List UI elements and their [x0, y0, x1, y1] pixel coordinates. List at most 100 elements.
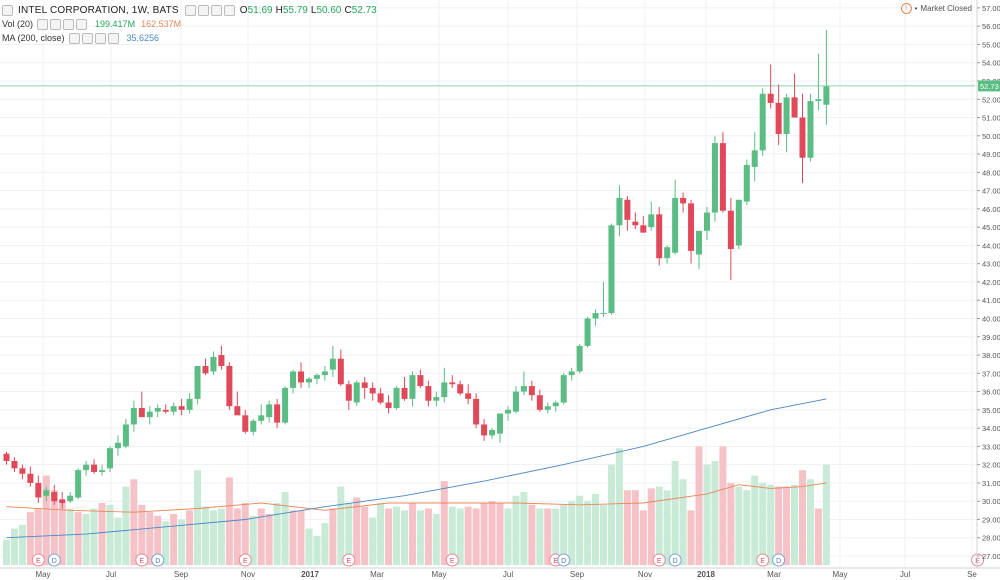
- volume-bar: [202, 506, 209, 566]
- low-value: 50.60: [316, 4, 342, 16]
- candle-down: [465, 393, 472, 399]
- settings-icon[interactable]: [81, 32, 93, 44]
- y-tick-label: 39.00: [982, 333, 1000, 342]
- volume-bar: [10, 528, 18, 566]
- candle-up: [83, 464, 90, 471]
- volume-bar: [448, 506, 456, 566]
- volume-bar: [18, 524, 26, 566]
- candle-up: [544, 406, 551, 410]
- event-label: D: [155, 558, 160, 565]
- ma-value: 35.6256: [126, 33, 160, 43]
- candle-up: [576, 345, 583, 372]
- volume-bar: [759, 482, 767, 566]
- x-tick-label: May: [35, 570, 50, 579]
- volume-bar: [679, 479, 687, 566]
- volume-bar: [345, 503, 353, 566]
- more-icon[interactable]: [76, 18, 88, 30]
- candle-down: [202, 365, 209, 374]
- volume-bar: [305, 528, 313, 566]
- last-price-tag: [978, 80, 1000, 92]
- market-status: ! • Market Closed: [900, 3, 972, 14]
- volume-bar: [560, 504, 568, 566]
- y-tick-label: 38.00: [982, 351, 1000, 360]
- volume-bar: [584, 501, 592, 566]
- y-tick-label: 34.00: [982, 424, 1000, 433]
- event-label: E: [139, 558, 144, 565]
- earnings-marker: [971, 553, 985, 567]
- candle-up: [313, 375, 320, 379]
- volume-bar: [592, 493, 600, 566]
- eye-icon[interactable]: [184, 4, 196, 16]
- volume-bar: [711, 460, 719, 566]
- market-status-dot: •: [914, 4, 918, 13]
- candle-down: [242, 415, 249, 432]
- candle-up: [703, 212, 710, 231]
- volume-bar: [544, 508, 552, 566]
- close-icon[interactable]: [63, 18, 75, 30]
- legend-row-price: INTEL CORPORATION, 1W, BATS O 51.69 H 55.7…: [2, 3, 377, 17]
- y-tick-label: 51.00: [982, 114, 1000, 123]
- volume-bar: [130, 479, 138, 566]
- earnings-marker: [756, 553, 770, 567]
- more-icon[interactable]: [223, 4, 235, 16]
- x-tick-label: Sep: [174, 570, 189, 579]
- y-tick-label: 42.00: [982, 278, 1000, 287]
- candle-down: [473, 398, 480, 425]
- eye-icon[interactable]: [37, 18, 49, 30]
- close-icon[interactable]: [94, 32, 106, 44]
- y-tick-label: 28.00: [982, 534, 1000, 543]
- candle-up: [210, 356, 217, 372]
- event-label: E: [975, 558, 980, 565]
- volume-bar: [249, 515, 257, 566]
- volume-bar: [464, 506, 472, 566]
- settings-icon[interactable]: [197, 4, 209, 16]
- y-tick-label: 48.00: [982, 168, 1000, 177]
- candle-up: [664, 247, 671, 259]
- candle-up: [560, 375, 567, 403]
- x-tick-label: Jul: [900, 570, 910, 579]
- volume-value: 199.417M: [95, 19, 136, 29]
- close-icon[interactable]: [210, 4, 222, 16]
- volume-bar: [822, 464, 830, 566]
- candle-up: [43, 490, 50, 496]
- volume-bar: [528, 504, 536, 566]
- y-tick-label: 37.00: [982, 369, 1000, 378]
- volume-bar: [313, 535, 321, 566]
- candle-down: [791, 97, 798, 118]
- volume-bar: [178, 519, 186, 566]
- eye-icon[interactable]: [68, 32, 80, 44]
- volume-bar: [217, 508, 225, 566]
- candle-up: [441, 382, 448, 398]
- event-label: E: [243, 558, 248, 565]
- x-tick-label: Jul: [503, 570, 513, 579]
- candle-up: [735, 199, 742, 246]
- candle-down: [767, 93, 774, 103]
- event-label: E: [346, 558, 351, 565]
- candle-down: [27, 473, 34, 483]
- candle-down: [385, 402, 392, 409]
- earnings-marker: [445, 553, 459, 567]
- settings-icon[interactable]: [50, 18, 62, 30]
- volume-bar: [751, 475, 759, 566]
- collapse-icon[interactable]: [2, 4, 13, 16]
- volume-bar: [114, 517, 122, 566]
- volume-bar: [58, 503, 66, 566]
- candle-up: [608, 225, 615, 314]
- volume-bar: [775, 486, 783, 566]
- candle-down: [3, 453, 10, 461]
- volume-bar: [337, 486, 345, 566]
- volume-bar: [735, 486, 743, 566]
- volume-bar: [377, 503, 385, 566]
- candle-down: [337, 358, 344, 385]
- more-icon[interactable]: [107, 32, 119, 44]
- x-tick-label: Sep: [570, 570, 585, 579]
- volume-bar: [209, 510, 217, 566]
- volume-bar: [257, 508, 265, 566]
- candle-down: [449, 382, 456, 385]
- high-value: 55.79: [282, 4, 308, 16]
- candle-up: [186, 398, 193, 410]
- candle-down: [624, 199, 631, 220]
- candle-up: [823, 86, 830, 105]
- volume-bar: [663, 490, 671, 566]
